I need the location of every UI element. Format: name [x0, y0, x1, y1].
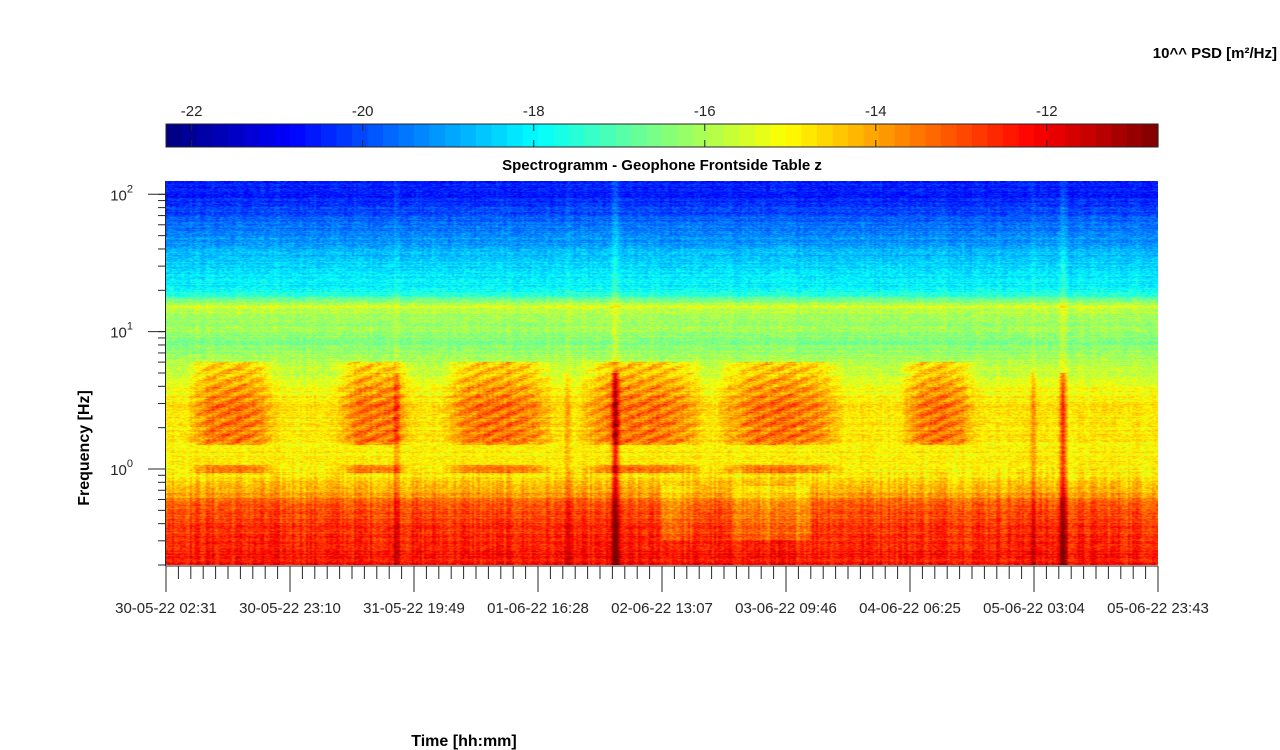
colorbar-band [166, 124, 183, 147]
colorbar-band [181, 124, 198, 147]
colorbar-band [445, 124, 462, 147]
x-tick-label: 30-05-22 23:10 [239, 600, 341, 617]
colorbar-band [1111, 124, 1128, 147]
y-tick-label: 100 [110, 458, 133, 479]
colorbar-band [569, 124, 586, 147]
colorbar-band [538, 124, 555, 147]
colorbar-band [1018, 124, 1035, 147]
colorbar-tick-label: -14 [865, 103, 887, 120]
x-axis-label: Time [hh:mm] [411, 733, 516, 750]
colorbar-band [987, 124, 1004, 147]
chart-title: Spectrogramm - Geophone Frontside Table … [502, 157, 822, 174]
colorbar-band [274, 124, 291, 147]
colorbar-tick-label: -18 [523, 103, 545, 120]
colorbar-band [724, 124, 741, 147]
colorbar: 10^^ PSD [m²/Hz] -22 -20 -18 -16 -14 -12 [165, 45, 1277, 148]
colorbar-ticks: -22 -20 -18 -16 -14 -12 [181, 103, 1058, 147]
y-tick-label: 101 [110, 321, 133, 342]
colorbar-band [1127, 124, 1144, 147]
colorbar-band [894, 124, 911, 147]
colorbar-band [398, 124, 415, 147]
colorbar-band [460, 124, 477, 147]
colorbar-tick-label: -20 [352, 103, 374, 120]
colorbar-tick-label: -22 [181, 103, 203, 120]
colorbar-band [956, 124, 973, 147]
colorbar-band [1096, 124, 1113, 147]
colorbar-band [693, 124, 710, 147]
colorbar-band [414, 124, 431, 147]
colorbar-band [1003, 124, 1020, 147]
colorbar-band [941, 124, 958, 147]
colorbar-band [367, 124, 384, 147]
colorbar-band [600, 124, 617, 147]
x-tick-label: 04-06-22 06:25 [859, 600, 961, 617]
colorbar-band [553, 124, 570, 147]
colorbar-tick-label: -16 [694, 103, 716, 120]
colorbar-tick-label: -12 [1036, 103, 1058, 120]
colorbar-band [786, 124, 803, 147]
colorbar-band [755, 124, 772, 147]
colorbar-band [243, 124, 260, 147]
colorbar-band [677, 124, 694, 147]
colorbar-band [801, 124, 818, 147]
colorbar-band [1142, 124, 1159, 147]
colorbar-band [429, 124, 446, 147]
x-axis-ticks: 30-05-22 02:31 30-05-22 23:10 31-05-22 19:… [115, 566, 1209, 617]
colorbar-band [476, 124, 493, 147]
colorbar-band [972, 124, 989, 147]
colorbar-band [1049, 124, 1066, 147]
x-tick-label: 01-06-22 16:28 [487, 600, 589, 617]
colorbar-band [739, 124, 756, 147]
colorbar-band [522, 124, 539, 147]
colorbar-band [197, 124, 214, 147]
colorbar-band [631, 124, 648, 147]
colorbar-band [212, 124, 229, 147]
y-tick-label: 102 [110, 183, 133, 204]
colorbar-band [507, 124, 524, 147]
x-tick-label: 02-06-22 13:07 [611, 600, 713, 617]
colorbar-band [925, 124, 942, 147]
spectrogram-image [166, 181, 1158, 565]
colorbar-band [770, 124, 787, 147]
colorbar-band [336, 124, 353, 147]
colorbar-band [228, 124, 245, 147]
colorbar-band [708, 124, 725, 147]
colorbar-band [1065, 124, 1082, 147]
x-tick-label: 31-05-22 19:49 [363, 600, 465, 617]
colorbar-band [352, 124, 369, 147]
colorbar-band [1080, 124, 1097, 147]
colorbar-label: 10^^ PSD [m²/Hz] [1153, 45, 1277, 62]
x-tick-label: 05-06-22 03:04 [983, 600, 1085, 617]
x-tick-label: 30-05-22 02:31 [115, 600, 217, 617]
colorbar-band [817, 124, 834, 147]
y-axis-label: Frequency [Hz] [76, 390, 93, 506]
colorbar-band [305, 124, 322, 147]
colorbar-band [662, 124, 679, 147]
colorbar-band [646, 124, 663, 147]
colorbar-band [879, 124, 896, 147]
colorbar-band [832, 124, 849, 147]
colorbar-band [863, 124, 880, 147]
colorbar-band [1034, 124, 1051, 147]
colorbar-band [491, 124, 508, 147]
plot-area: 100 101 102 30-05-22 02:31 30-05-22 23:10 31… [110, 181, 1209, 617]
colorbar-band [383, 124, 400, 147]
x-tick-label: 05-06-22 23:43 [1107, 600, 1209, 617]
colorbar-band [615, 124, 632, 147]
colorbar-frame [165, 123, 1159, 148]
y-axis-ticks: 100 101 102 [110, 183, 166, 566]
colorbar-band [584, 124, 601, 147]
colorbar-band [259, 124, 276, 147]
x-tick-label: 03-06-22 09:46 [735, 600, 837, 617]
colorbar-band [290, 124, 307, 147]
colorbar-band [910, 124, 927, 147]
colorbar-band [321, 124, 338, 147]
colorbar-band [848, 124, 865, 147]
